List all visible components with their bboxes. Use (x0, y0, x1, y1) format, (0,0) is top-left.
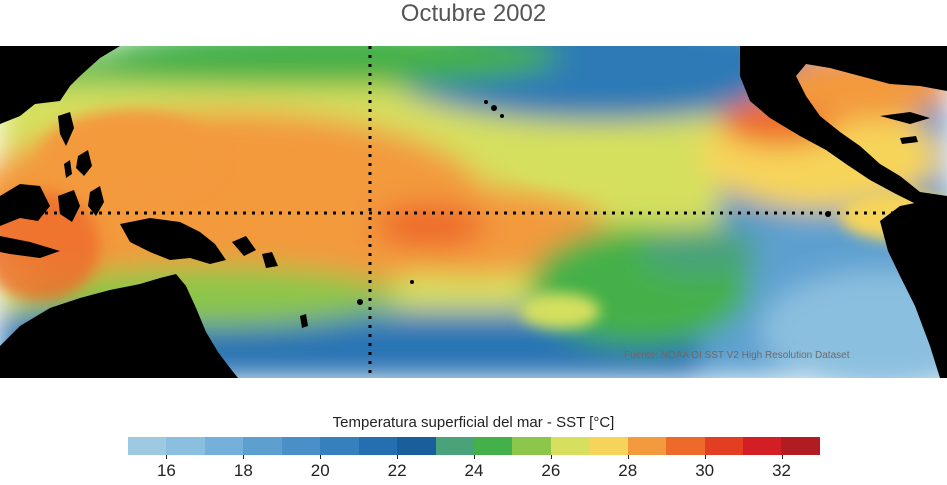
reference-lines (0, 46, 947, 378)
colorbar-tick-mark (166, 455, 168, 459)
colorbar-tick-label: 28 (618, 461, 638, 480)
sst-map (0, 46, 947, 378)
map-title: Octubre 2002 (400, 0, 547, 27)
colorbar-tick-mark (550, 455, 552, 459)
colorbar-tick-label: 16 (156, 461, 176, 480)
colorbar-swatch (589, 437, 628, 455)
colorbar-swatch (550, 437, 590, 455)
land-new-guinea (120, 218, 226, 264)
land (0, 46, 947, 378)
sst-map-canvas (0, 46, 947, 378)
colorbar-swatch (243, 437, 282, 455)
land-north-america (740, 46, 947, 216)
colorbar-ticks: 16 18 20 22 24 26 28 30 32 (0, 455, 947, 485)
colorbar-tick-mark (320, 455, 322, 459)
colorbar-swatch (204, 437, 244, 455)
colorbar-swatch (435, 437, 474, 455)
colorbar-tick-label: 18 (233, 461, 253, 480)
colorbar-swatch (704, 437, 743, 455)
colorbar-swatch (358, 437, 398, 455)
colorbar-swatch (627, 437, 667, 455)
colorbar-swatch (512, 437, 551, 455)
colorbar-tick-mark (781, 455, 783, 459)
colorbar-tick-mark (704, 455, 706, 459)
land-borneo (0, 184, 50, 226)
colorbar-tick-label: 30 (695, 461, 715, 480)
colorbar-tick-label: 22 (387, 461, 407, 480)
colorbar-swatch (166, 437, 205, 455)
colorbar-tick-mark (474, 455, 475, 459)
colorbar-tick-mark (397, 455, 399, 459)
colorbar-label: Temperatura superficial del mar - SST [°… (332, 414, 615, 431)
colorbar (128, 437, 820, 455)
data-source-credit: Fuente: NOAA OI SST V2 High Resolution D… (624, 350, 850, 361)
colorbar-swatch (320, 437, 359, 455)
colorbar-swatch (781, 437, 820, 455)
land-asia (0, 46, 120, 124)
colorbar-swatch (397, 437, 436, 455)
colorbar-swatch (128, 437, 167, 455)
colorbar-swatch (743, 437, 782, 455)
colorbar-tick-mark (243, 455, 245, 459)
land-philippines (58, 112, 74, 146)
colorbar-tick-label: 32 (772, 461, 791, 480)
colorbar-swatch (473, 437, 513, 455)
sst-detail (0, 111, 947, 329)
land-south-america (880, 196, 947, 378)
colorbar-swatch (666, 437, 705, 455)
colorbar-tick-label: 26 (541, 461, 561, 480)
colorbar-tick-label: 20 (310, 461, 330, 480)
colorbar-swatch (281, 437, 321, 455)
land-australia (0, 274, 238, 378)
colorbar-tick-label: 24 (464, 461, 484, 480)
colorbar-tick-mark (627, 455, 629, 459)
